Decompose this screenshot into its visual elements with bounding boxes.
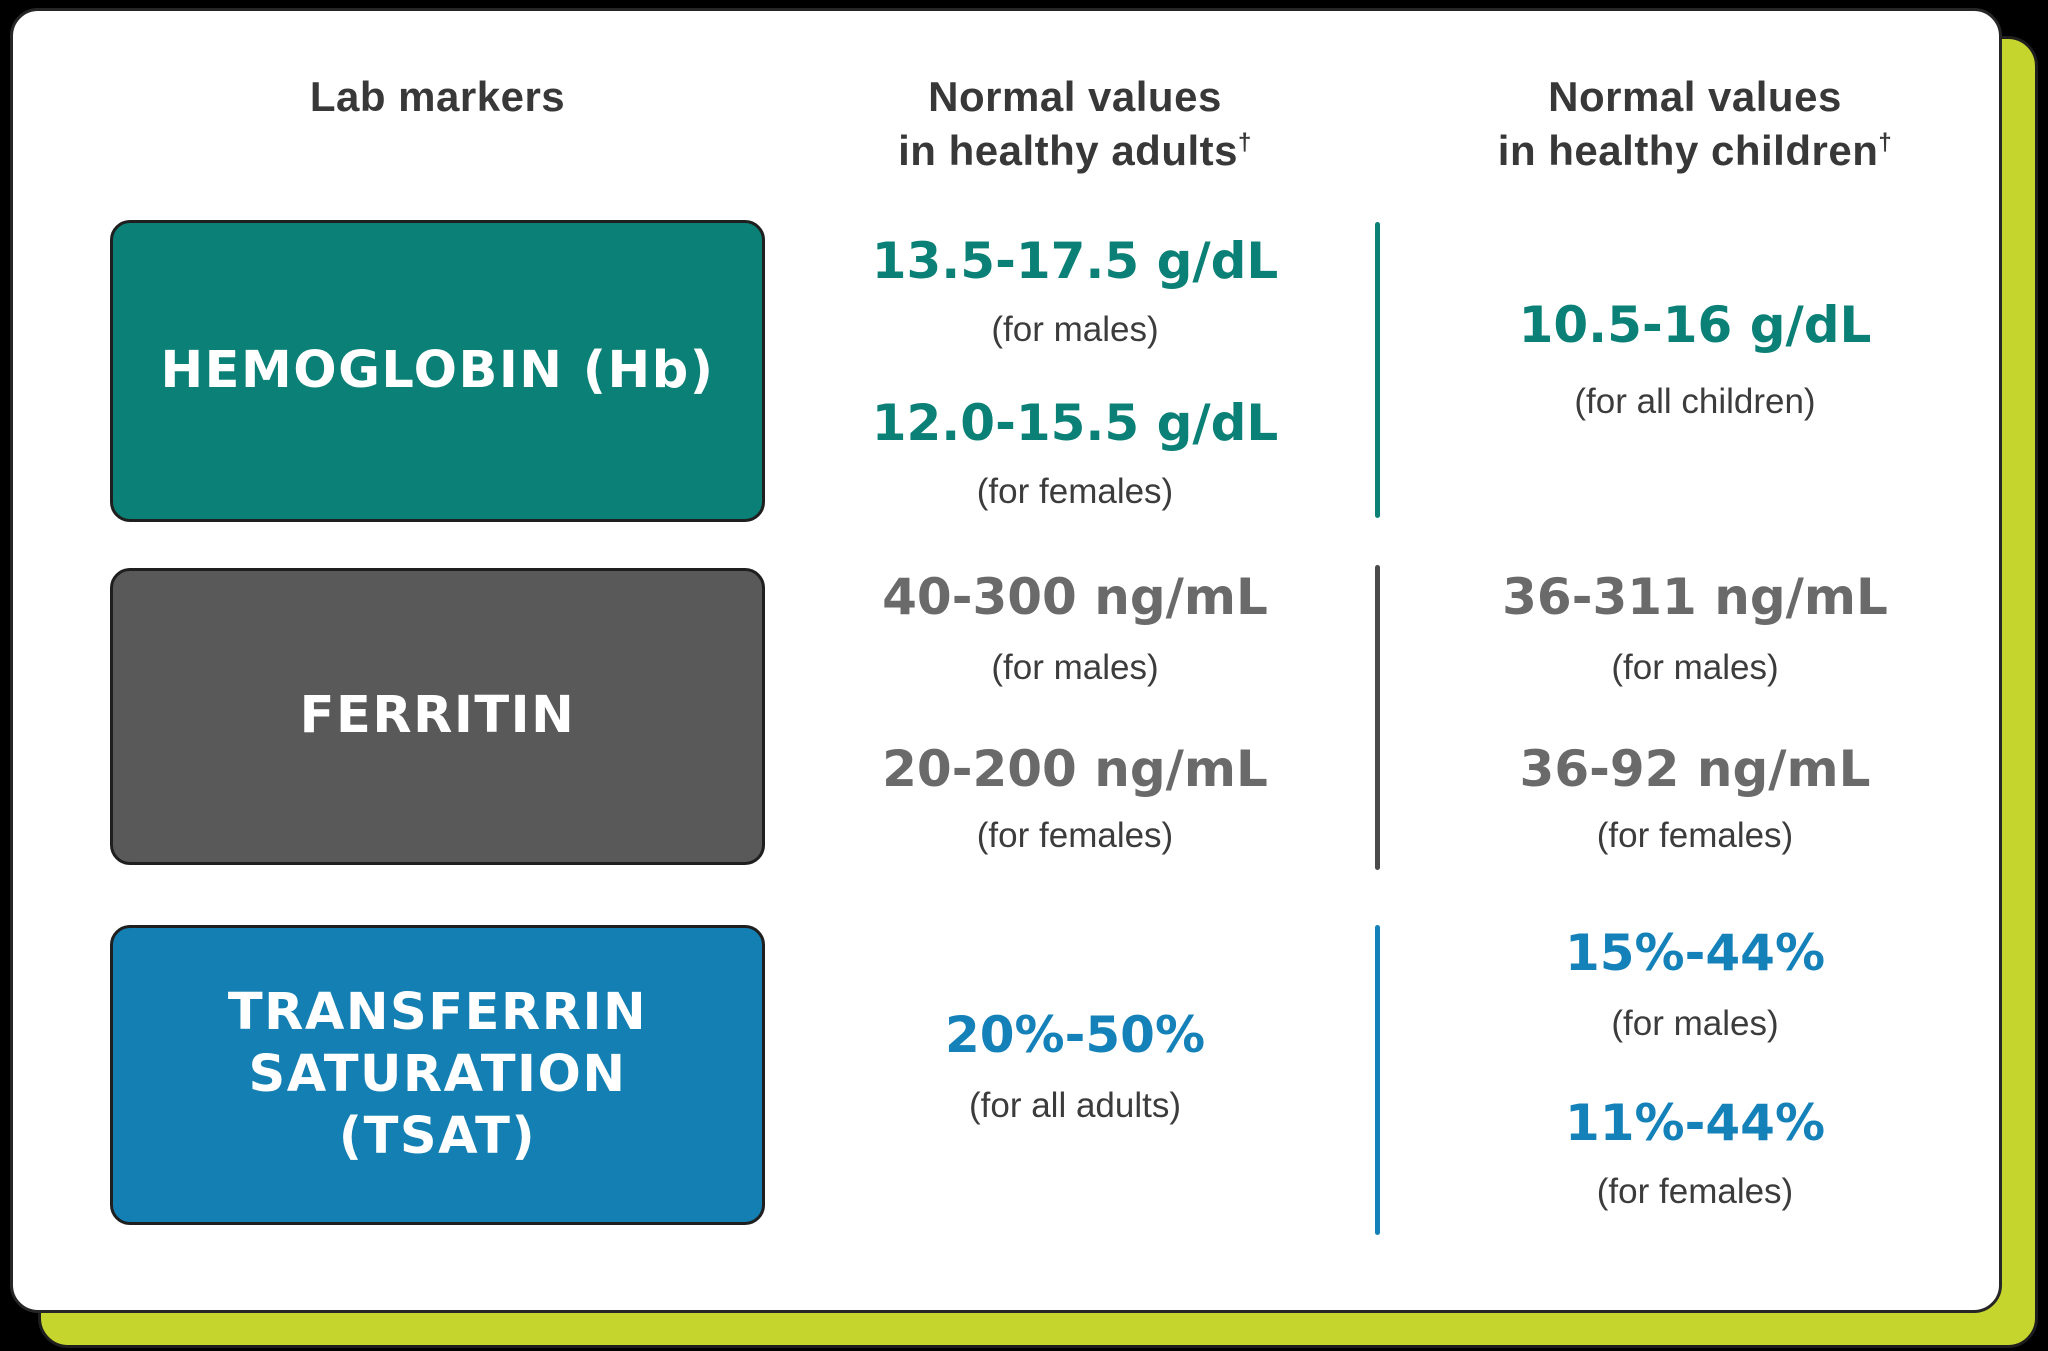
- ferritin-children-males-value: 36-311 ng/mL: [1502, 568, 1888, 626]
- tsat-adults-value: 20%-50%: [944, 1006, 1206, 1064]
- tsat-children-females-note: (for females): [1596, 1172, 1794, 1211]
- ferritin-children-females-note: (for females): [1596, 816, 1794, 855]
- ferritin-adults-females-value: 20-200 ng/mL: [882, 740, 1268, 798]
- column-header-lab-markers: Lab markers: [110, 70, 765, 124]
- lab-markers-title: Lab markers: [309, 73, 566, 120]
- hb-adults-females-value: 12.0-15.5 g/dL: [871, 394, 1279, 452]
- tsat-children-females-value: 11%-44%: [1564, 1094, 1826, 1152]
- adults-header-line1: Normal values: [928, 73, 1222, 120]
- row3-divider: [1375, 925, 1380, 1235]
- tsat-adults-note: (for all adults): [968, 1086, 1182, 1125]
- children-header-line1: Normal values: [1548, 73, 1842, 120]
- adults-header-line2: in healthy adults: [898, 126, 1239, 174]
- marker-box-tsat: TRANSFERRIN SATURATION (TSAT): [110, 925, 765, 1225]
- column-header-adults: Normal values in healthy adults†: [795, 70, 1355, 178]
- marker-label-tsat: TRANSFERRIN SATURATION (TSAT): [227, 982, 648, 1167]
- ferritin-adults-males-note: (for males): [991, 648, 1159, 687]
- column-header-children: Normal values in healthy children†: [1415, 70, 1975, 178]
- ferritin-adults-males-value: 40-300 ng/mL: [882, 568, 1268, 626]
- ferritin-adults-females-note: (for females): [976, 816, 1174, 855]
- children-header-line2: in healthy children: [1497, 126, 1879, 174]
- hb-adults-males-value: 13.5-17.5 g/dL: [871, 232, 1279, 290]
- ferritin-children-females-value: 36-92 ng/mL: [1519, 740, 1871, 798]
- marker-label-hemoglobin: HEMOGLOBIN (Hb): [160, 340, 715, 400]
- marker-box-ferritin: FERRITIN: [110, 568, 765, 865]
- tsat-children-males-value: 15%-44%: [1564, 924, 1826, 982]
- dagger-symbol: †: [1238, 128, 1252, 156]
- marker-box-hemoglobin: HEMOGLOBIN (Hb): [110, 220, 765, 522]
- row1-divider: [1375, 222, 1380, 518]
- dagger-symbol: †: [1878, 128, 1893, 156]
- row2-divider: [1375, 565, 1380, 870]
- hb-adults-females-note: (for females): [976, 472, 1174, 511]
- marker-label-ferritin: FERRITIN: [299, 686, 576, 746]
- hb-adults-males-note: (for males): [991, 310, 1159, 349]
- hb-children-note: (for all children): [1574, 382, 1816, 421]
- hb-children-value: 10.5-16 g/dL: [1518, 296, 1872, 354]
- ferritin-children-males-note: (for males): [1611, 648, 1779, 687]
- tsat-children-males-note: (for males): [1611, 1004, 1779, 1043]
